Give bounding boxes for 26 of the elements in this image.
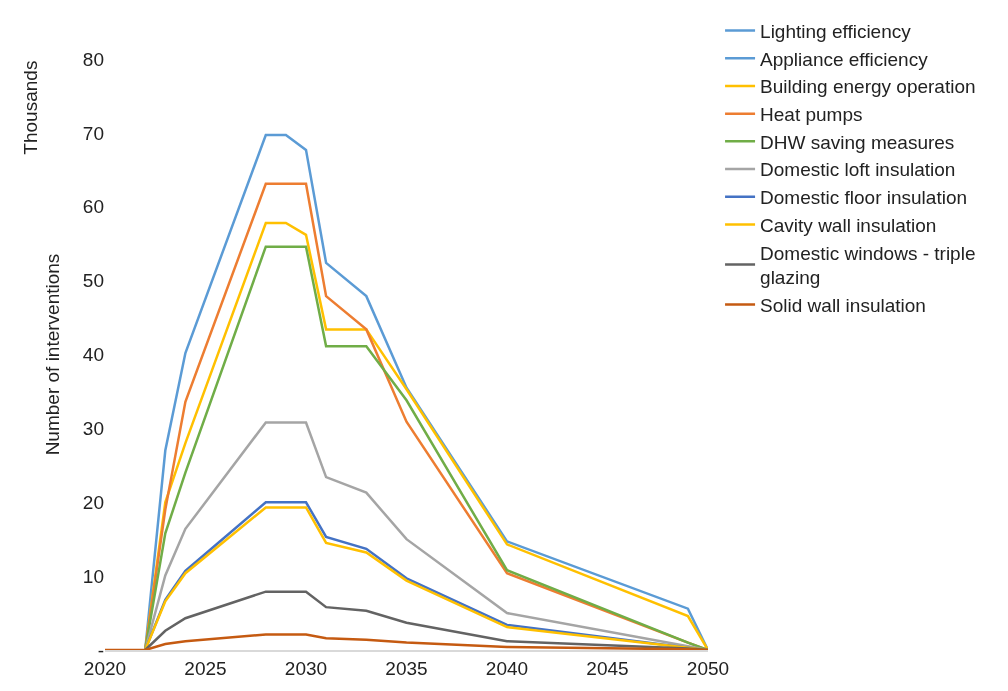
legend-label: Heat pumps [760, 104, 863, 126]
legend-label: Lighting efficiency [760, 20, 912, 42]
y-tick-label: 40 [82, 344, 104, 366]
y-tick-label: 70 [82, 122, 104, 144]
x-tick-label: 2040 [485, 657, 529, 679]
legend-label: Cavity wall insulation [760, 214, 937, 236]
y-tick-label: 80 [82, 48, 104, 70]
x-tick-label: 2025 [184, 657, 227, 679]
text: Thousands [19, 60, 41, 155]
legend-label: Domestic floor insulation [760, 187, 968, 209]
legend-label: Domestic loft insulation [760, 159, 956, 181]
x-tick-label: 2035 [385, 657, 428, 679]
legend-label: DHW saving measures [760, 131, 955, 153]
y-tick-label: 30 [82, 418, 104, 440]
x-tick-label: 2030 [284, 657, 328, 679]
y-axis-title: Number of interventions [41, 253, 63, 456]
y-tick-label: 20 [82, 491, 104, 513]
y-tick-label: 60 [82, 196, 104, 218]
y-tick-label: 10 [82, 565, 104, 587]
legend-label: Domestic windows - triple glazing [760, 242, 976, 289]
legend-label: Building energy operation [760, 76, 976, 98]
x-tick-label: 2050 [686, 657, 730, 679]
y-tick-label: 50 [82, 270, 104, 292]
x-tick-label: 2045 [586, 657, 629, 679]
legend-label: Appliance efficiency [760, 48, 929, 70]
legend-label: Solid wall insulation [760, 294, 926, 316]
